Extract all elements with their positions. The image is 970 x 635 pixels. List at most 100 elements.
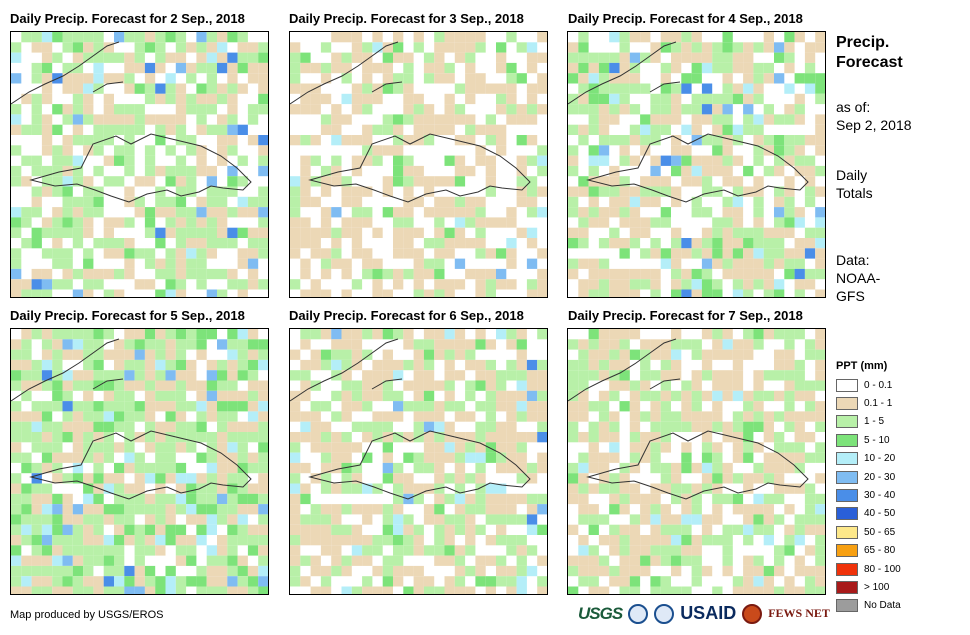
forecast-cell bbox=[732, 452, 744, 463]
forecast-cell bbox=[52, 473, 63, 484]
map-panel-sep7 bbox=[567, 328, 826, 595]
forecast-cell bbox=[578, 124, 589, 135]
forecast-cell bbox=[815, 452, 825, 463]
forecast-cell bbox=[815, 186, 825, 197]
forecast-cell bbox=[72, 432, 84, 443]
forecast-cell bbox=[31, 576, 42, 587]
forecast-cell bbox=[568, 52, 579, 63]
forecast-cell bbox=[722, 493, 733, 505]
forecast-cell bbox=[423, 545, 435, 556]
forecast-cell bbox=[114, 155, 125, 166]
forecast-cell bbox=[815, 514, 825, 525]
forecast-cell bbox=[743, 248, 754, 259]
forecast-cell bbox=[588, 452, 599, 463]
forecast-cell bbox=[341, 135, 352, 146]
forecast-cell bbox=[681, 176, 692, 187]
forecast-cell bbox=[362, 155, 373, 166]
forecast-cell bbox=[206, 93, 217, 105]
forecast-cell bbox=[227, 145, 238, 156]
legend-swatch bbox=[836, 507, 858, 521]
forecast-cell bbox=[588, 555, 599, 566]
forecast-cell bbox=[650, 462, 661, 474]
forecast-cell bbox=[175, 114, 187, 125]
forecast-cell bbox=[290, 493, 301, 505]
forecast-cell bbox=[227, 329, 238, 340]
forecast-cell bbox=[31, 535, 42, 546]
forecast-cell bbox=[41, 535, 53, 546]
forecast-cell bbox=[362, 83, 373, 94]
forecast-cell bbox=[83, 196, 94, 208]
forecast-cell bbox=[588, 279, 599, 290]
forecast-cell bbox=[247, 535, 259, 546]
forecast-cell bbox=[784, 217, 795, 228]
forecast-cell bbox=[660, 370, 671, 381]
forecast-cell bbox=[465, 504, 476, 515]
forecast-cell bbox=[290, 52, 301, 63]
forecast-cell bbox=[72, 238, 84, 249]
forecast-cell bbox=[124, 452, 135, 463]
forecast-cell bbox=[609, 504, 620, 515]
forecast-cell bbox=[526, 83, 538, 94]
forecast-cell bbox=[629, 196, 641, 208]
forecast-cell bbox=[629, 289, 641, 297]
legend-item: 80 - 100 bbox=[836, 560, 901, 578]
forecast-cell bbox=[206, 411, 217, 422]
forecast-cell bbox=[784, 176, 795, 187]
forecast-cell bbox=[629, 411, 641, 422]
forecast-cell bbox=[175, 42, 187, 53]
forecast-cell bbox=[506, 452, 517, 463]
forecast-cell bbox=[619, 32, 630, 43]
forecast-cell bbox=[681, 104, 692, 115]
forecast-cell bbox=[784, 135, 795, 146]
forecast-cell bbox=[804, 238, 816, 249]
forecast-cell bbox=[175, 279, 187, 290]
forecast-cell bbox=[290, 186, 301, 197]
forecast-cell bbox=[155, 452, 166, 463]
forecast-cell bbox=[155, 545, 166, 556]
forecast-cell bbox=[496, 524, 507, 535]
forecast-cell bbox=[124, 32, 135, 43]
forecast-cell bbox=[31, 93, 42, 105]
forecast-cell bbox=[619, 83, 630, 94]
forecast-cell bbox=[784, 359, 795, 371]
forecast-cell bbox=[114, 339, 125, 350]
forecast-cell bbox=[362, 421, 373, 432]
forecast-cell bbox=[351, 155, 363, 166]
forecast-cell bbox=[41, 576, 53, 587]
forecast-cell bbox=[206, 401, 217, 412]
forecast-cell bbox=[186, 504, 197, 515]
forecast-cell bbox=[72, 442, 84, 453]
forecast-cell bbox=[165, 565, 176, 577]
forecast-cell bbox=[52, 279, 63, 290]
forecast-cell bbox=[114, 114, 125, 125]
forecast-cell bbox=[320, 217, 332, 228]
forecast-cell bbox=[444, 176, 455, 187]
forecast-cell bbox=[660, 483, 671, 494]
forecast-cell bbox=[165, 279, 176, 290]
forecast-cell bbox=[506, 114, 517, 125]
forecast-cell bbox=[516, 411, 527, 422]
forecast-cell bbox=[362, 124, 373, 135]
forecast-cell bbox=[393, 555, 404, 566]
forecast-cell bbox=[444, 473, 455, 484]
forecast-cell bbox=[144, 401, 156, 412]
forecast-cell bbox=[701, 411, 713, 422]
cuba-outline bbox=[290, 41, 403, 105]
forecast-cell bbox=[62, 32, 73, 43]
forecast-cell bbox=[454, 555, 466, 566]
forecast-cell bbox=[134, 493, 145, 505]
forecast-cell bbox=[804, 165, 816, 177]
forecast-cell bbox=[794, 452, 805, 463]
forecast-cell bbox=[351, 390, 363, 402]
forecast-cell bbox=[475, 124, 486, 135]
forecast-cell bbox=[258, 432, 268, 443]
forecast-cell bbox=[753, 421, 764, 432]
forecast-cell bbox=[444, 289, 455, 297]
forecast-cell bbox=[671, 227, 682, 238]
map-panel-sep3 bbox=[289, 31, 548, 298]
forecast-cell bbox=[237, 555, 248, 566]
forecast-cell bbox=[403, 114, 414, 125]
forecast-cell bbox=[227, 576, 238, 587]
forecast-cell bbox=[568, 155, 579, 166]
forecast-cell bbox=[300, 83, 311, 94]
